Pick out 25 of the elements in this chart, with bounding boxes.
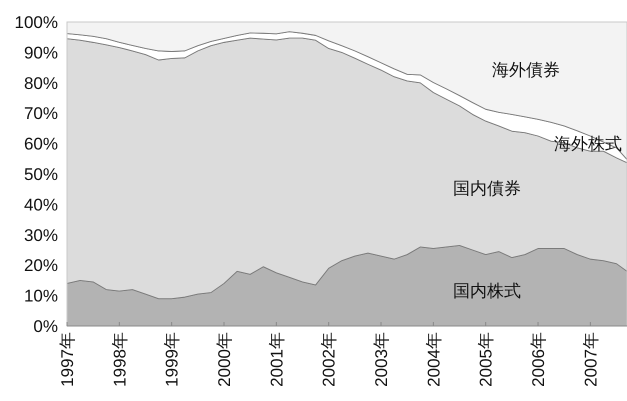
x-tick-label: 1999年	[162, 332, 182, 387]
y-tick-label: 80%	[24, 74, 58, 93]
x-tick-label: 2000年	[215, 332, 234, 387]
series-label: 国内債券	[453, 178, 521, 199]
x-tick-label: 2001年	[267, 332, 286, 387]
y-tick-label: 30%	[24, 226, 58, 245]
y-tick-label: 60%	[24, 134, 58, 154]
x-tick-label: 2007年	[581, 332, 600, 387]
x-tick-label: 2004年	[424, 332, 444, 387]
y-tick-label: 90%	[24, 43, 58, 62]
x-tick-label: 2003年	[372, 332, 392, 387]
y-tick-label: 50%	[24, 165, 58, 184]
y-tick-label: 70%	[24, 104, 58, 124]
y-tick-label: 10%	[24, 286, 58, 306]
x-tick-label: 1998年	[110, 332, 130, 387]
y-tick-label: 0%	[33, 317, 58, 336]
x-tick-label: 2005年	[476, 332, 496, 387]
x-tick-label: 2002年	[320, 332, 339, 387]
x-tick-label: 2006年	[529, 332, 548, 387]
x-tick-label: 1997年	[58, 332, 77, 387]
y-tick-label: 20%	[24, 256, 58, 276]
y-tick-label: 40%	[24, 195, 58, 214]
y-tick-label: 100%	[14, 13, 58, 32]
series-label: 国内株式	[453, 281, 521, 302]
series-label: 海外債券	[492, 60, 560, 80]
